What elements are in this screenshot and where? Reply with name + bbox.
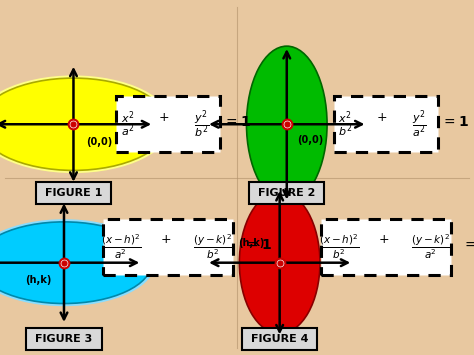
Text: $+$: $+$ <box>376 111 387 124</box>
FancyBboxPatch shape <box>117 96 220 153</box>
Text: (h,k): (h,k) <box>238 238 264 248</box>
FancyBboxPatch shape <box>249 182 324 204</box>
Text: $\dfrac{(x-h)^2}{a^2}$: $\dfrac{(x-h)^2}{a^2}$ <box>100 232 141 261</box>
Ellipse shape <box>0 219 155 306</box>
Text: $+$: $+$ <box>160 233 172 246</box>
FancyBboxPatch shape <box>27 328 102 350</box>
Ellipse shape <box>0 78 168 170</box>
Text: $\dfrac{(x-h)^2}{b^2}$: $\dfrac{(x-h)^2}{b^2}$ <box>319 232 359 261</box>
FancyBboxPatch shape <box>334 96 438 153</box>
Text: (0,0): (0,0) <box>86 137 113 147</box>
FancyBboxPatch shape <box>103 219 233 275</box>
Text: $=\mathbf{1}$: $=\mathbf{1}$ <box>223 115 251 130</box>
Text: $\dfrac{y^2}{a^2}$: $\dfrac{y^2}{a^2}$ <box>412 108 427 140</box>
Text: $\dfrac{x^2}{a^2}$: $\dfrac{x^2}{a^2}$ <box>120 109 136 139</box>
Text: FIGURE 2: FIGURE 2 <box>258 189 316 198</box>
FancyBboxPatch shape <box>36 182 111 204</box>
Text: $+$: $+$ <box>158 111 169 124</box>
Text: $\dfrac{(y-k)^2}{a^2}$: $\dfrac{(y-k)^2}{a^2}$ <box>411 232 451 261</box>
Text: $+$: $+$ <box>378 233 390 246</box>
Text: $\dfrac{(y-k)^2}{b^2}$: $\dfrac{(y-k)^2}{b^2}$ <box>193 232 233 261</box>
Text: FIGURE 1: FIGURE 1 <box>45 189 102 198</box>
Ellipse shape <box>0 222 152 304</box>
Text: $=\mathbf{1}$: $=\mathbf{1}$ <box>441 115 469 130</box>
Text: $\dfrac{y^2}{b^2}$: $\dfrac{y^2}{b^2}$ <box>194 108 209 140</box>
Text: FIGURE 4: FIGURE 4 <box>251 334 309 344</box>
FancyBboxPatch shape <box>321 219 451 275</box>
FancyBboxPatch shape <box>242 328 318 350</box>
Text: (h,k): (h,k) <box>25 275 51 285</box>
Text: $=\mathbf{1}$: $=\mathbf{1}$ <box>463 238 474 252</box>
Text: $\dfrac{x^2}{b^2}$: $\dfrac{x^2}{b^2}$ <box>338 109 354 139</box>
Text: FIGURE 3: FIGURE 3 <box>36 334 92 344</box>
Ellipse shape <box>0 75 172 173</box>
Text: $=\mathbf{1}$: $=\mathbf{1}$ <box>245 238 272 252</box>
Ellipse shape <box>239 192 320 334</box>
Ellipse shape <box>246 46 327 202</box>
Text: (0,0): (0,0) <box>297 135 324 145</box>
